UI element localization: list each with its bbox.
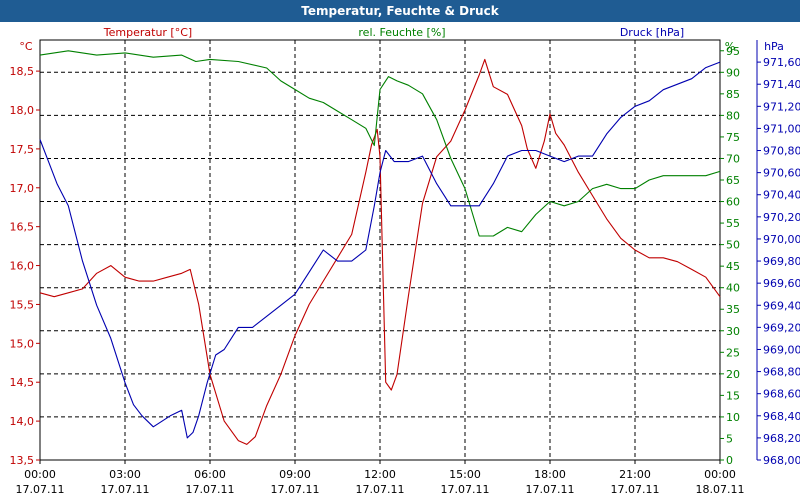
pressure-tick-label: 971,20 <box>763 100 800 113</box>
humidity-tick-label: 90 <box>726 66 740 79</box>
temperature-tick-label: 16,0 <box>10 260 35 273</box>
pressure-tick-label: 969,20 <box>763 321 800 334</box>
humidity-tick-label: 55 <box>726 217 740 230</box>
x-tick-label-time: 21:00 <box>619 468 651 481</box>
temperature-tick-label: 15,0 <box>10 337 35 350</box>
pressure-tick-label: 968,20 <box>763 432 800 445</box>
pressure-tick-label: 971,00 <box>763 122 800 135</box>
series-line-pressure <box>39 61 721 439</box>
x-tick-label-date: 17.07.11 <box>441 483 490 496</box>
x-tick-label-time: 00:00 <box>704 468 736 481</box>
temperature-tick-label: 18,5 <box>10 65 35 78</box>
title-bar: Temperatur, Feuchte & Druck <box>0 0 800 22</box>
temperature-axis-title: Temperatur [°C] <box>103 26 192 39</box>
humidity-unit-label: % <box>725 40 735 53</box>
x-tick-label-time: 12:00 <box>364 468 396 481</box>
x-tick-label-time: 15:00 <box>449 468 481 481</box>
pressure-tick-label: 970,00 <box>763 233 800 246</box>
humidity-tick-label: 40 <box>726 282 740 295</box>
pressure-tick-label: 968,60 <box>763 388 800 401</box>
x-tick-label-time: 09:00 <box>279 468 311 481</box>
series-line-humidity <box>39 50 721 237</box>
pressure-unit-label: hPa <box>764 40 784 53</box>
x-tick-label-date: 17.07.11 <box>526 483 575 496</box>
series-line-temperature <box>39 58 721 445</box>
pressure-tick-label: 970,40 <box>763 189 800 202</box>
x-tick-label-date: 17.07.11 <box>356 483 405 496</box>
humidity-tick-label: 45 <box>726 260 740 273</box>
x-tick-label-time: 00:00 <box>24 468 56 481</box>
x-tick-label-time: 18:00 <box>534 468 566 481</box>
humidity-tick-label: 85 <box>726 88 740 101</box>
pressure-tick-label: 969,00 <box>763 343 800 356</box>
x-tick-label-date: 17.07.11 <box>16 483 65 496</box>
temperature-tick-label: 14,5 <box>10 376 35 389</box>
pressure-tick-label: 969,80 <box>763 255 800 268</box>
pressure-tick-label: 968,80 <box>763 366 800 379</box>
humidity-tick-label: 10 <box>726 411 740 424</box>
temperature-unit-label: °C <box>19 40 33 53</box>
x-tick-label-date: 17.07.11 <box>611 483 660 496</box>
temperature-tick-label: 17,5 <box>10 143 35 156</box>
chart-title: Temperatur, Feuchte & Druck <box>301 4 499 18</box>
pressure-axis-title: Druck [hPa] <box>620 26 684 39</box>
x-tick-label-date: 17.07.11 <box>186 483 235 496</box>
axis-layer: 00:00 17.07.11 03:00 17.07.11 06:00 17.07.11 0… <box>10 26 800 496</box>
x-tick-label-time: 06:00 <box>194 468 226 481</box>
humidity-tick-label: 50 <box>726 239 740 252</box>
temperature-tick-label: 13,5 <box>10 454 35 467</box>
temperature-tick-label: 14,0 <box>10 415 35 428</box>
pressure-tick-label: 970,80 <box>763 145 800 158</box>
humidity-axis-title: rel. Feuchte [%] <box>358 26 445 39</box>
series-layer <box>39 50 721 445</box>
pressure-tick-label: 970,20 <box>763 211 800 224</box>
humidity-tick-label: 15 <box>726 389 740 402</box>
humidity-tick-label: 60 <box>726 196 740 209</box>
temperature-tick-label: 16,5 <box>10 221 35 234</box>
humidity-tick-label: 95 <box>726 45 740 58</box>
humidity-tick-label: 30 <box>726 325 740 338</box>
humidity-tick-label: 25 <box>726 346 740 359</box>
humidity-tick-label: 5 <box>726 432 733 445</box>
humidity-tick-label: 20 <box>726 368 740 381</box>
temperature-tick-label: 15,5 <box>10 298 35 311</box>
humidity-tick-label: 80 <box>726 109 740 122</box>
pressure-tick-label: 971,60 <box>763 56 800 69</box>
humidity-tick-label: 70 <box>726 152 740 165</box>
humidity-tick-label: 0 <box>726 454 733 467</box>
pressure-tick-label: 968,00 <box>763 454 800 467</box>
grid <box>40 40 720 460</box>
temperature-tick-label: 17,0 <box>10 182 35 195</box>
temperature-tick-label: 18,0 <box>10 104 35 117</box>
pressure-tick-label: 971,40 <box>763 78 800 91</box>
pressure-tick-label: 969,40 <box>763 299 800 312</box>
pressure-tick-label: 968,40 <box>763 410 800 423</box>
pressure-tick-label: 970,60 <box>763 167 800 180</box>
x-tick-label-date: 18.07.11 <box>696 483 745 496</box>
x-tick-label-time: 03:00 <box>109 468 141 481</box>
humidity-tick-label: 65 <box>726 174 740 187</box>
x-tick-label-date: 17.07.11 <box>101 483 150 496</box>
x-tick-label-date: 17.07.11 <box>271 483 320 496</box>
pressure-tick-label: 969,60 <box>763 277 800 290</box>
humidity-tick-label: 75 <box>726 131 740 144</box>
humidity-tick-label: 35 <box>726 303 740 316</box>
